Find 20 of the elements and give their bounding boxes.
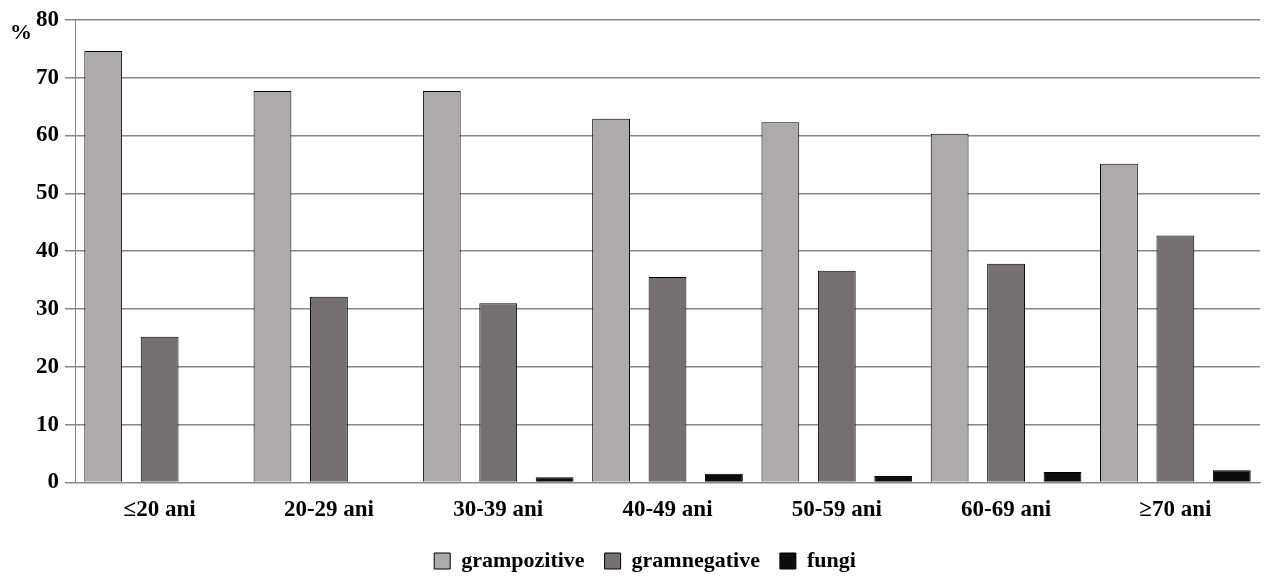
legend-label: grampozitive xyxy=(461,546,585,572)
x-tick-label: ≤20 ani xyxy=(123,496,197,522)
y-tick-label: 50 xyxy=(36,179,59,205)
y-tick-label: 80 xyxy=(36,5,59,31)
x-tick-label: 20-29 ani xyxy=(283,496,375,522)
y-tick-label: 0 xyxy=(47,468,59,494)
x-tick-label: 40-49 ani xyxy=(622,496,714,522)
x-tick-label: 60-69 ani xyxy=(961,496,1052,522)
y-tick-label: 40 xyxy=(36,237,59,263)
y-tick-label: 20 xyxy=(36,352,59,378)
x-tick-label: 30-39 ani xyxy=(453,496,544,522)
y-tick-label: 60 xyxy=(36,121,59,147)
legend-label: fungi xyxy=(806,546,856,572)
x-tick-label: 50-59 ani xyxy=(791,496,883,522)
y-tick-label: 10 xyxy=(36,410,59,436)
y-tick-label: 70 xyxy=(36,63,59,89)
legend-label: gramnegative xyxy=(631,546,761,572)
x-tick-label: ≥70 ani xyxy=(1139,496,1212,522)
y-tick-label: 30 xyxy=(36,294,59,320)
y-axis-title: % xyxy=(10,19,32,45)
